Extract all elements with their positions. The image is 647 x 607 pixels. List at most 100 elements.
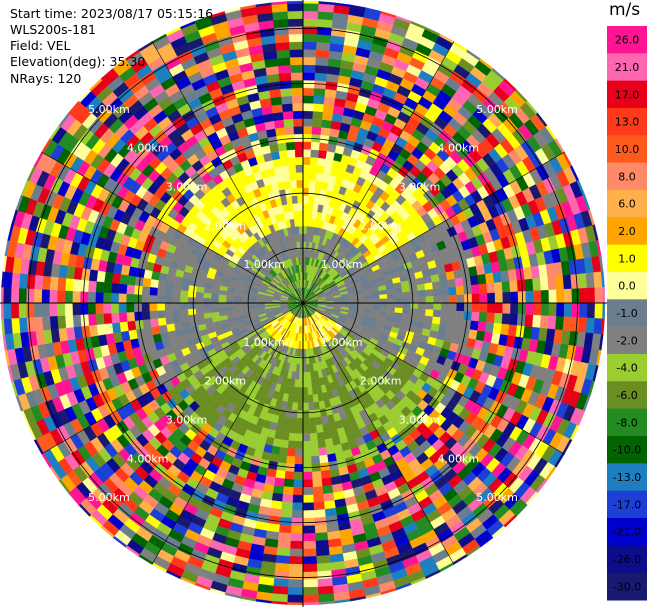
velocity-gate: [218, 306, 227, 312]
velocity-gate: [288, 26, 304, 35]
velocity-gate: [293, 133, 304, 142]
velocity-gate: [317, 578, 333, 588]
velocity-gate: [292, 110, 304, 119]
velocity-gate: [289, 41, 304, 50]
velocity-gate: [34, 274, 44, 290]
velocity-gate: [302, 87, 315, 96]
velocity-gate: [477, 273, 487, 285]
velocity-gate: [315, 547, 330, 557]
velocity-gate: [127, 275, 137, 286]
velocity-gate: [289, 180, 298, 189]
velocity-gate: [289, 417, 298, 426]
velocity-gate: [323, 96, 336, 106]
velocity-gate: [302, 0, 319, 4]
velocity-gate: [547, 276, 557, 291]
velocity-gate: [49, 276, 59, 291]
velocity-gate: [291, 510, 304, 519]
velocity-gate: [284, 188, 292, 197]
velocity-gate: [310, 141, 321, 151]
velocity-gate: [164, 295, 173, 304]
velocity-gate: [308, 195, 315, 204]
velocity-gate: [283, 180, 292, 190]
velocity-gate: [156, 295, 165, 304]
velocity-gate: [302, 210, 308, 219]
velocity-gate: [315, 49, 330, 59]
velocity-gate: [433, 295, 442, 304]
velocity-gate: [594, 287, 603, 304]
velocity-gate: [302, 487, 314, 496]
velocity-gate: [302, 540, 317, 550]
velocity-gate: [310, 156, 319, 166]
colorbar-tick-label: -4.0: [616, 362, 637, 375]
velocity-gate: [313, 501, 325, 511]
velocity-gate: [316, 562, 332, 572]
velocity-gate: [87, 302, 96, 315]
velocity-gate: [312, 118, 323, 128]
velocity-gate: [298, 387, 304, 396]
velocity-gate: [293, 471, 304, 480]
velocity-gate: [172, 296, 181, 304]
velocity-gate: [233, 306, 242, 311]
velocity-gate: [141, 294, 150, 304]
velocity-gate: [316, 570, 333, 580]
range-label: 5.00km: [88, 491, 130, 504]
velocity-gate: [448, 310, 457, 320]
velocity-gate: [312, 393, 319, 403]
velocity-gate: [179, 302, 188, 310]
velocity-gate: [195, 297, 204, 304]
velocity-gate: [302, 110, 314, 119]
velocity-gate: [441, 302, 450, 311]
velocity-gate: [432, 309, 442, 318]
velocity-gate: [118, 283, 128, 294]
velocity-gate: [298, 379, 304, 388]
velocity-gate: [118, 293, 127, 304]
velocity-gate: [431, 316, 441, 325]
velocity-gate: [278, 524, 292, 534]
velocity-gate: [156, 302, 165, 311]
velocity-gate: [315, 57, 329, 67]
velocity-gate: [225, 302, 235, 308]
velocity-gate: [290, 533, 304, 542]
velocity-gate: [26, 273, 36, 290]
velocity-gate: [312, 486, 324, 496]
velocity-gate: [141, 302, 150, 312]
velocity-gate: [322, 485, 334, 495]
velocity-gate: [26, 302, 35, 318]
velocity-gate: [41, 302, 50, 317]
velocity-gate: [180, 308, 189, 317]
velocity-gate: [502, 291, 511, 304]
velocity-gate: [302, 387, 308, 396]
velocity-gate: [539, 315, 549, 329]
velocity-gate: [302, 79, 315, 89]
velocity-gate: [275, 41, 290, 51]
velocity-gate: [310, 448, 320, 457]
velocity-gate: [292, 203, 299, 212]
range-label: 4.00km: [127, 452, 169, 465]
colorbar-tick-label: -8.0: [616, 416, 637, 429]
colorbar-tick-label: -1.0: [616, 307, 637, 320]
velocity-gate: [87, 291, 96, 304]
velocity-gate: [410, 296, 419, 304]
velocity-gate: [424, 282, 434, 291]
velocity-gate: [287, 594, 304, 603]
velocity-gate: [296, 425, 304, 434]
velocity-gate: [299, 233, 304, 242]
velocity-gate: [281, 103, 294, 113]
velocity-gate: [273, 26, 290, 36]
velocity-gate: [287, 440, 296, 450]
velocity-gate: [562, 274, 572, 290]
velocity-gate: [195, 308, 204, 315]
velocity-gate: [210, 298, 219, 304]
velocity-gate: [302, 502, 315, 511]
velocity-gate: [430, 274, 440, 283]
velocity-gate: [479, 293, 488, 304]
range-label: 2.00km: [360, 219, 402, 232]
velocity-gate: [563, 302, 573, 318]
velocity-gate: [302, 126, 313, 135]
velocity-gate: [387, 298, 396, 304]
velocity-gate: [562, 316, 572, 332]
range-label: 1.00km: [321, 258, 363, 271]
colorbar-tick-label: 10.0: [615, 143, 640, 156]
velocity-gate: [425, 302, 434, 310]
velocity-gate: [277, 142, 288, 152]
